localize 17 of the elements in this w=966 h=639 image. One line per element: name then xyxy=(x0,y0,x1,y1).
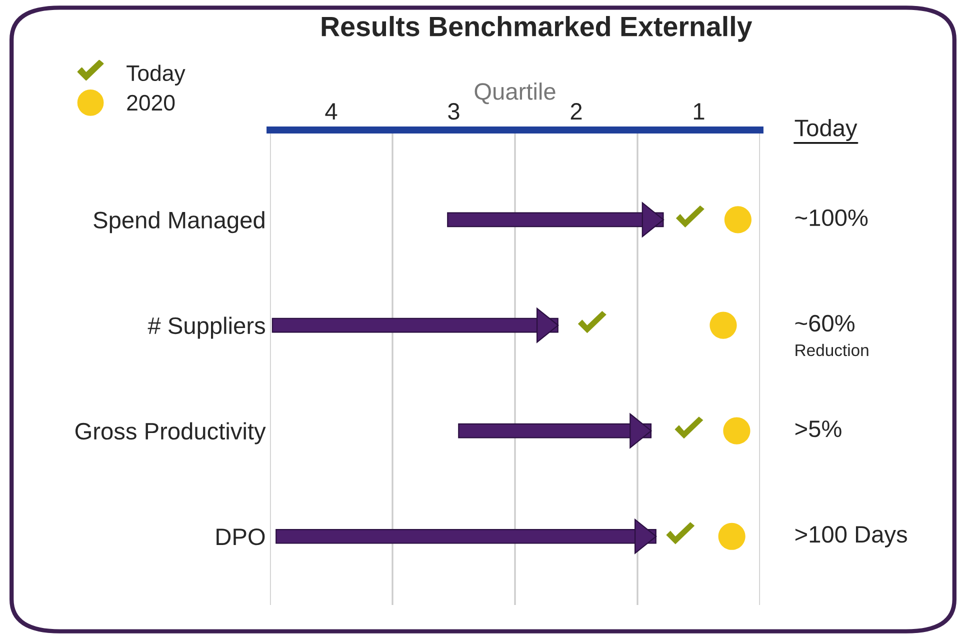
text: ~100% xyxy=(795,209,868,226)
legend-label: Today xyxy=(126,64,186,86)
y-tick-label: # Suppliers xyxy=(148,316,265,339)
legend-label: 2020 xyxy=(127,94,175,111)
x-tick-label: 3 xyxy=(448,103,460,120)
x-tick-label: 4 xyxy=(325,103,338,120)
text: >100 Days xyxy=(795,526,907,548)
chart-title: Results Benchmarked Externally xyxy=(322,16,752,42)
y-tick-label: DPO xyxy=(216,528,265,546)
text: ~60% Reduction xyxy=(795,314,868,356)
x-tick-label: 2 xyxy=(570,103,582,120)
text: >5% xyxy=(795,420,842,438)
x-tick-label: 1 xyxy=(694,103,704,120)
text: Today xyxy=(794,118,858,142)
y-tick-label: Spend Managed xyxy=(94,211,264,234)
x-axis-title: Quartile xyxy=(474,82,556,104)
y-tick-label: Gross Productivity xyxy=(75,422,266,444)
